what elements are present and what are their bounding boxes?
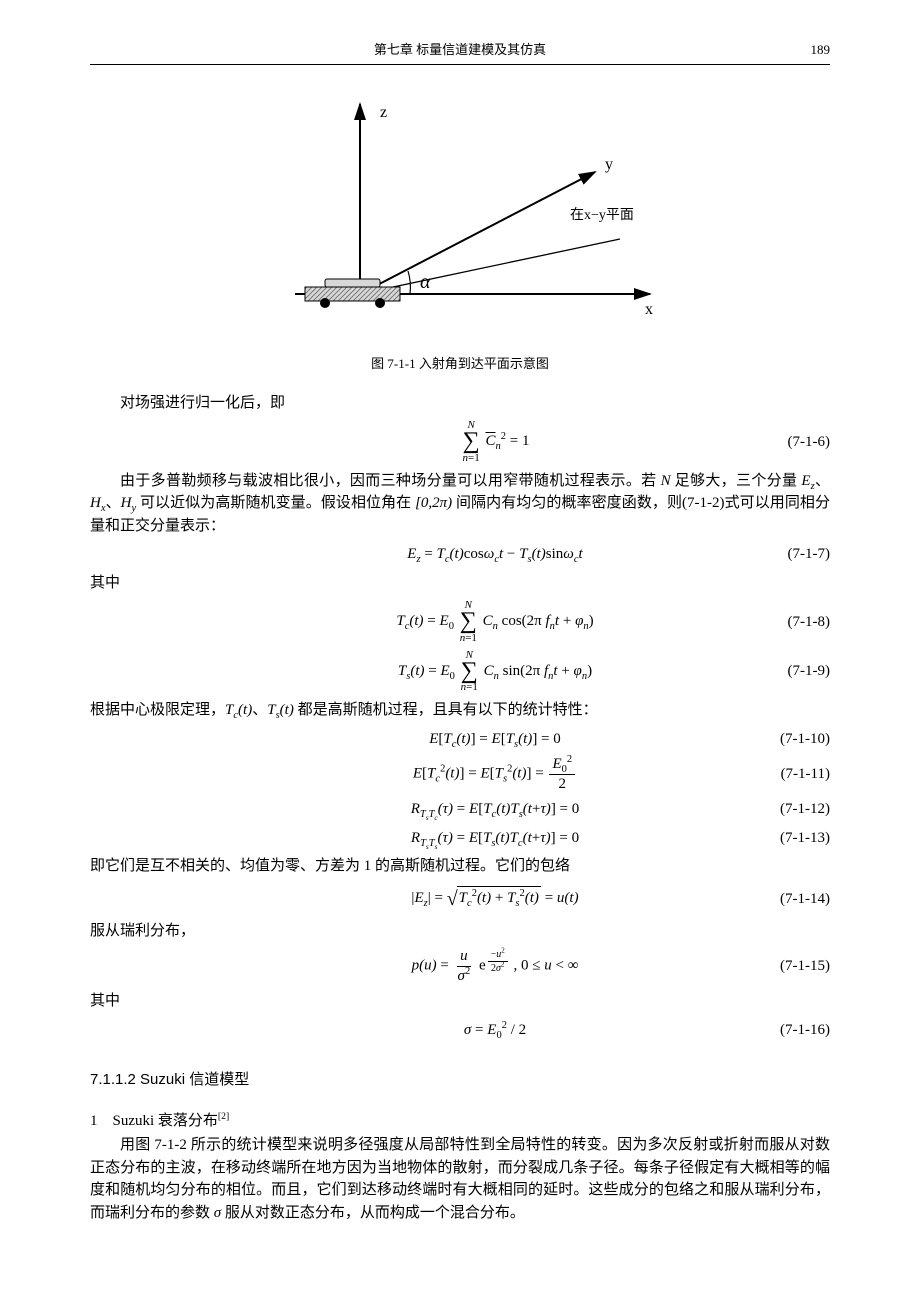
para-suzuki-body: 用图 7-1-2 所示的统计模型来说明多径强度从局部特性到全局特性的转变。因为多… <box>90 1134 830 1224</box>
para-normalize: 对场强进行归一化后，即 <box>90 392 830 415</box>
section-title-cn: 信道模型 <box>189 1071 249 1088</box>
eq-num-7-1-9: (7-1-9) <box>750 660 830 683</box>
eq-7-1-14: |Ez| = √Tc2(t) + Ts2(t) = u(t) (7-1-14) <box>90 884 830 914</box>
para-clt: 根据中心极限定理，Tc(t)、Ts(t) 都是高斯随机过程，且具有以下的统计特性… <box>90 699 830 722</box>
eq-7-1-11: E[Tc2(t)] = E[Ts2(t)] = E022 (7-1-11) <box>90 756 830 792</box>
eq-7-1-10: E[Tc(t)] = E[Ts(t)] = 0 (7-1-10) <box>90 728 830 751</box>
subhead-text: 1 Suzuki 衰落分布 <box>90 1113 218 1129</box>
eq-num-7-1-8: (7-1-8) <box>750 611 830 634</box>
eq-num-7-1-12: (7-1-12) <box>750 798 830 821</box>
figure-7-1-1: z x y 在x−y平面 α 图 7-1-1 入射角到达平面示意图 <box>90 89 830 374</box>
p2n: N <box>661 473 671 489</box>
eq-num-7-1-11: (7-1-11) <box>750 763 830 786</box>
angle-alpha-label: α <box>420 271 431 293</box>
axis-y-label: y <box>605 156 613 173</box>
where-1: 其中 <box>90 572 830 595</box>
p3b: 都是高斯随机过程，且具有以下的统计特性： <box>294 702 598 718</box>
para-doppler: 由于多普勒频移与载波相比很小，因而三种场分量可以用窄带随机过程表示。若 N 足够… <box>90 470 830 538</box>
eq-num-7-1-10: (7-1-10) <box>750 728 830 751</box>
eq-7-1-6: N∑n=1 Cn2 = 1 (7-1-6) <box>90 420 830 464</box>
p2b: 足够大，三个分量 <box>671 473 802 489</box>
axis-x-label: x <box>645 301 653 318</box>
eq-7-1-8: Tc(t) = E0 N∑n=1 Cn cos(2π fnt + φn) (7-… <box>90 600 830 644</box>
para-rayleigh: 服从瑞利分布， <box>90 920 830 943</box>
plane-label: 在x−y平面 <box>570 207 634 223</box>
eq-num-7-1-7: (7-1-7) <box>750 543 830 566</box>
chapter-title: 第七章 标量信道建模及其仿真 <box>140 40 780 60</box>
para-uncorr: 即它们是互不相关的、均值为零、方差为 1 的高斯随机过程。它们的包络 <box>90 855 830 878</box>
eq-7-1-7: Ez = Tc(t)cosωct − Ts(t)sinωct (7-1-7) <box>90 543 830 566</box>
page-number: 189 <box>780 40 830 60</box>
eq-num-7-1-13: (7-1-13) <box>750 827 830 850</box>
eq-7-1-12: RTsTc(τ) = E[Tc(t)Ts(t+τ)] = 0 (7-1-12) <box>90 798 830 821</box>
eq-7-1-16: σ = E02 / 2 (7-1-16) <box>90 1019 830 1042</box>
where-2: 其中 <box>90 990 830 1013</box>
p2c: 可以近似为高斯随机变量。假设相位角在 <box>136 495 415 511</box>
eq-num-7-1-15: (7-1-15) <box>750 955 830 978</box>
eq-num-7-1-16: (7-1-16) <box>750 1019 830 1042</box>
eq-num-7-1-6: (7-1-6) <box>750 431 830 454</box>
section-7-1-1-2-heading: 7.1.1.2 Suzuki 信道模型 <box>90 1069 830 1092</box>
ref-2: [2] <box>218 1111 229 1122</box>
page-header: 第七章 标量信道建模及其仿真 189 <box>90 40 830 65</box>
diagram-svg: z x y 在x−y平面 α <box>250 89 670 329</box>
p3a: 根据中心极限定理， <box>90 702 225 718</box>
eq-7-1-9: Ts(t) = E0 N∑n=1 Cn sin(2π fnt + φn) (7-… <box>90 650 830 694</box>
figure-7-1-1-caption: 图 7-1-1 入射角到达平面示意图 <box>90 354 830 374</box>
subhead-suzuki: 1 Suzuki 衰落分布[2] <box>90 1110 830 1133</box>
section-number-title: 7.1.1.2 Suzuki <box>90 1071 189 1088</box>
eq-7-1-13: RTsTs(τ) = E[Ts(t)Tc(t+τ)] = 0 (7-1-13) <box>90 827 830 850</box>
eq-7-1-15: p(u) = uσ2 e−u22σ2 , 0 ≤ u < ∞ (7-1-15) <box>90 948 830 984</box>
axis-z-label: z <box>380 104 387 121</box>
eq-num-7-1-14: (7-1-14) <box>750 888 830 911</box>
p2a: 由于多普勒频移与载波相比很小，因而三种场分量可以用窄带随机过程表示。若 <box>120 473 661 489</box>
